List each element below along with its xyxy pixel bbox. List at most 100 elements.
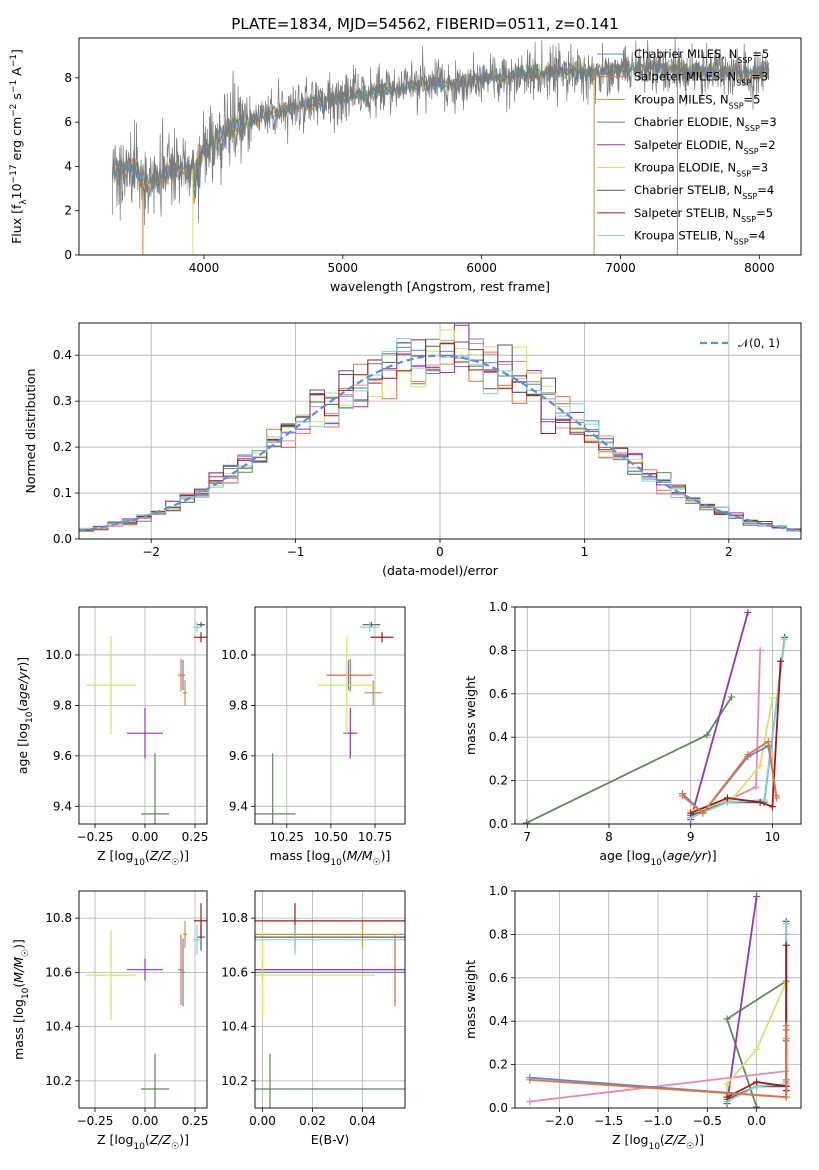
x-axis-label-part: 10 [648, 1142, 660, 1152]
legend-entry-n: =3 [751, 70, 768, 84]
x-axis-label-part: )] [179, 848, 189, 863]
weight-marker [768, 694, 776, 702]
weight-line [726, 896, 758, 1104]
y-tick-label: 0 [64, 248, 72, 262]
plot-area-age_vs_mass [255, 622, 394, 824]
y-axis-label-part: erg cm [9, 117, 24, 165]
x-tick-label: −2.0 [545, 1114, 574, 1128]
x-axis-label-part: 10 [133, 1142, 145, 1152]
y-axis-label-part: ] [9, 49, 24, 54]
legend-entry: Salpeter ELODIE, NSSP=2 [634, 138, 776, 156]
y-tick-label: 0.8 [489, 927, 508, 941]
x-axis-label-part: age/yr [667, 848, 708, 863]
y-tick-label: 9.8 [53, 698, 72, 712]
x-tick-label: −0.25 [77, 830, 114, 844]
x-tick-label: 0 [436, 545, 444, 559]
legend-entry-label: Kroupa MILES, N [634, 92, 729, 106]
x-axis-label-part: ( [660, 1132, 665, 1147]
weight-marker [782, 941, 790, 949]
axes-layer: 4000 5000 6000 7000 8000 0 2 4 6 8 wavelength [Ang… [9, 37, 802, 1152]
normal-curve [79, 354, 801, 532]
x-tick-label: 0.25 [182, 830, 209, 844]
x-axis-label-part: Z [log [612, 1132, 648, 1147]
legend-entry-sub: SSP [736, 78, 751, 87]
x-tick-label: 4000 [189, 261, 220, 275]
x-tick-label: −0.5 [693, 1114, 722, 1128]
axes-frame [514, 606, 802, 825]
panel-spectrum: 4000 5000 6000 7000 8000 0 2 4 6 8 wavelength [Ang… [9, 37, 802, 294]
weight-marker [526, 1076, 534, 1084]
weight-marker [753, 1103, 761, 1108]
y-tick-label: 0.0 [489, 817, 508, 831]
observed-spectrum-line [111, 38, 770, 226]
y-axis-label-part: 10 [25, 711, 35, 723]
legend-entry-n: =3 [760, 115, 777, 129]
x-tick-label: −1.0 [643, 1114, 672, 1128]
y-tick-label: 0.6 [489, 971, 508, 985]
plot-area-age_vs_Z [86, 622, 207, 824]
y-axis-label-part: mass [log [11, 999, 26, 1060]
legend-entry-sub: SSP [742, 192, 757, 201]
y-axis-label-part: 10 [21, 987, 31, 999]
weight-marker [522, 819, 530, 824]
y-tick-label: 10.4 [45, 1020, 72, 1034]
weight-marker [723, 1015, 731, 1023]
y-tick-label: 0.4 [53, 348, 72, 362]
y-tick-label: 10.0 [45, 648, 72, 662]
y-tick-label: 9.6 [53, 749, 72, 763]
x-axis-label: E(B-V) [311, 1132, 350, 1147]
x-tick-label: 1 [581, 545, 589, 559]
x-tick-label: −2 [142, 545, 160, 559]
x-axis-label-part: ( [145, 1132, 150, 1147]
x-tick-label: 8000 [744, 261, 775, 275]
axes-frame [78, 37, 802, 256]
x-tick-label: 0.00 [132, 830, 159, 844]
x-axis-label: age [log10(age/yr)] [599, 848, 716, 868]
legend-entry-label: Kroupa STELIB, N [634, 229, 734, 243]
weight-marker [756, 798, 764, 806]
legend-entry-n: =4 [749, 229, 766, 243]
weight-marker [753, 892, 761, 900]
x-tick-label: 0.00 [249, 1114, 276, 1128]
y-axis-label-part: −17 [9, 164, 19, 183]
plot-area-mass_vs_Z [86, 903, 207, 1108]
weight-marker [723, 1093, 731, 1101]
x-tick-label: 8 [605, 830, 613, 844]
y-axis-label-part: λ [19, 199, 29, 205]
x-axis-label-part: ☉ [171, 858, 179, 868]
y-tick-label: 0.1 [53, 486, 72, 500]
y-axis-label-part: age [log [15, 723, 30, 774]
weight-marker [752, 783, 760, 791]
x-axis-label: Z [log10(Z/Z☉)] [612, 1132, 704, 1152]
legend-entry-n: =2 [759, 138, 776, 152]
x-axis-label-part: ☉ [171, 1142, 179, 1152]
y-axis-label-part: s [9, 93, 24, 104]
x-axis-label-part: mass [log [270, 848, 331, 863]
legend-entry-label: Salpeter MILES, N [634, 70, 736, 84]
weight-marker [782, 920, 790, 928]
axes-frame [254, 890, 406, 1109]
weight-marker [744, 608, 752, 616]
x-axis-label-part: Z [log [97, 848, 133, 863]
legend-entry-label: Chabrier STELIB, N [634, 183, 742, 197]
legend-entry-label: Kroupa ELODIE, N [634, 161, 736, 175]
plot-area-weight_vs_age [522, 608, 789, 824]
weight-marker [782, 1022, 790, 1030]
axes-frame [514, 890, 802, 1109]
y-tick-label: 0.8 [489, 643, 508, 657]
x-tick-label: 10 [765, 830, 780, 844]
panel-weight_vs_Z: −2.0 −1.5 −1.0 −0.5 0.0 0.0 0.2 0.4 0.6 0.8 1.0 Z [… [463, 884, 802, 1152]
x-tick-label: 0.02 [299, 1114, 326, 1128]
y-tick-label: 10.2 [221, 1074, 248, 1088]
legend-entry: Chabrier MILES, NSSP=5 [634, 47, 769, 65]
weight-marker [756, 761, 764, 769]
y-tick-label: 0.2 [53, 440, 72, 454]
y-tick-label: 9.4 [53, 799, 72, 813]
y-tick-label: 0.6 [489, 687, 508, 701]
y-tick-label: 9.8 [229, 698, 248, 712]
weight-marker [781, 636, 789, 644]
x-axis-label: Z [log10(Z/Z☉)] [97, 1132, 189, 1152]
weight-marker [772, 794, 780, 802]
y-axis-label: Flux [fλ10−17 erg cm−2 s−1 A−1] [9, 49, 29, 244]
